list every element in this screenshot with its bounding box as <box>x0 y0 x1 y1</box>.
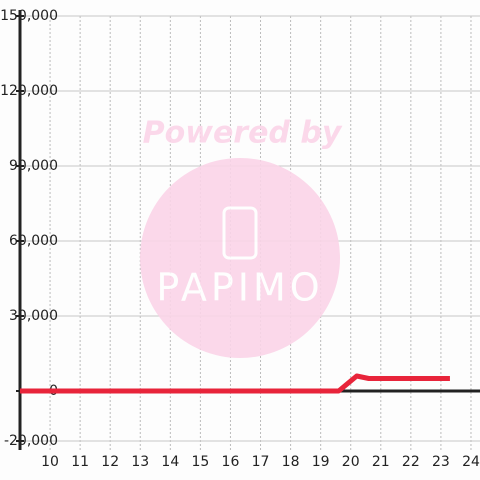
watermark-phone <box>222 206 258 260</box>
y-tick-label: 120,000 <box>0 83 58 99</box>
y-tick-label: 150,000 <box>0 8 58 24</box>
y-tick-label: -20,000 <box>4 433 58 449</box>
x-tick-label: 12 <box>101 454 119 470</box>
x-tick-label: 24 <box>462 454 480 470</box>
x-tick-label: 14 <box>161 454 179 470</box>
y-tick-label: 60,000 <box>9 233 58 249</box>
x-tick-label: 20 <box>342 454 360 470</box>
x-tick-label: 15 <box>191 454 209 470</box>
x-tick-label: 22 <box>402 454 420 470</box>
watermark: Powered by PAPIMO <box>140 116 343 358</box>
watermark-logo: PAPIMO <box>156 266 323 310</box>
y-tick-label: 30,000 <box>9 308 58 324</box>
y-tick-label: 90,000 <box>9 158 58 174</box>
x-tick-label: 10 <box>41 454 59 470</box>
watermark-text: Powered by <box>143 116 343 151</box>
x-tick-label: 16 <box>222 454 240 470</box>
x-tick-label: 18 <box>282 454 300 470</box>
x-tick-label: 23 <box>432 454 450 470</box>
line <box>20 373 450 394</box>
x-tick-label: 19 <box>312 454 330 470</box>
x-tick-label: 17 <box>252 454 270 470</box>
x-tick-label: 21 <box>372 454 390 470</box>
x-tick-label: 13 <box>131 454 149 470</box>
x-tick-label: 11 <box>71 454 89 470</box>
